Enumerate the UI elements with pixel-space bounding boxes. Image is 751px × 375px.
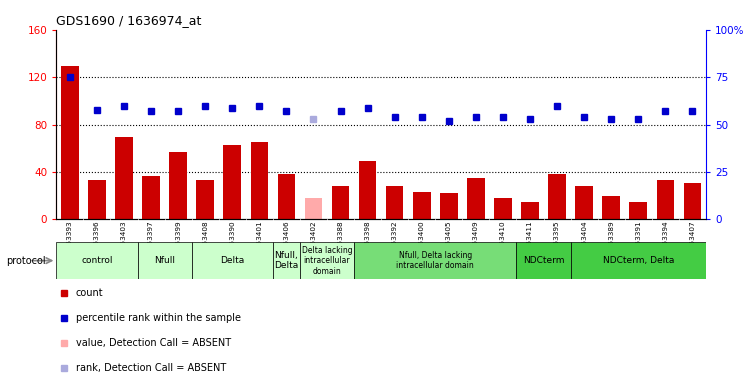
Text: GSM53409: GSM53409 xyxy=(473,220,479,260)
Bar xyxy=(56,242,137,279)
Bar xyxy=(251,142,268,219)
Bar xyxy=(278,174,295,219)
Text: GSM53404: GSM53404 xyxy=(581,220,587,260)
Text: GSM53389: GSM53389 xyxy=(608,220,614,260)
Text: value, Detection Call = ABSENT: value, Detection Call = ABSENT xyxy=(76,338,231,348)
Text: NDCterm, Delta: NDCterm, Delta xyxy=(602,256,674,265)
Bar xyxy=(571,242,706,279)
Bar xyxy=(137,242,192,279)
Text: GSM53405: GSM53405 xyxy=(446,220,452,260)
Text: GSM53396: GSM53396 xyxy=(94,220,100,260)
Text: GSM53390: GSM53390 xyxy=(229,220,235,260)
Text: GSM53410: GSM53410 xyxy=(500,220,506,260)
Bar xyxy=(521,202,538,219)
Bar xyxy=(354,242,517,279)
Bar xyxy=(656,180,674,219)
Text: GSM53393: GSM53393 xyxy=(67,220,73,260)
Text: control: control xyxy=(81,256,113,265)
Bar xyxy=(332,186,349,219)
Text: GSM53392: GSM53392 xyxy=(392,220,398,260)
Bar xyxy=(61,66,79,219)
Bar xyxy=(440,194,457,219)
Text: Nfull,
Delta: Nfull, Delta xyxy=(274,251,298,270)
Text: GSM53403: GSM53403 xyxy=(121,220,127,260)
Bar xyxy=(575,186,593,219)
Text: GSM53406: GSM53406 xyxy=(283,220,289,260)
Text: NDCterm: NDCterm xyxy=(523,256,564,265)
Text: GSM53402: GSM53402 xyxy=(310,220,316,260)
Bar xyxy=(467,178,484,219)
Text: GSM53395: GSM53395 xyxy=(554,220,560,260)
Bar xyxy=(300,242,354,279)
Bar xyxy=(548,174,566,219)
Text: GSM53400: GSM53400 xyxy=(419,220,425,260)
Bar xyxy=(629,202,647,219)
Bar xyxy=(494,198,511,219)
Bar xyxy=(602,196,620,219)
Bar xyxy=(88,180,106,219)
Text: Nfull: Nfull xyxy=(154,256,175,265)
Bar xyxy=(683,183,701,219)
Text: percentile rank within the sample: percentile rank within the sample xyxy=(76,313,241,323)
Text: GSM53411: GSM53411 xyxy=(527,220,533,260)
Text: protocol: protocol xyxy=(6,256,46,266)
Text: GSM53399: GSM53399 xyxy=(175,220,181,260)
Text: GSM53398: GSM53398 xyxy=(364,220,370,260)
Text: GSM53391: GSM53391 xyxy=(635,220,641,260)
Bar xyxy=(142,176,160,219)
Bar xyxy=(273,242,300,279)
Text: GSM53397: GSM53397 xyxy=(148,220,154,260)
Text: rank, Detection Call = ABSENT: rank, Detection Call = ABSENT xyxy=(76,363,226,374)
Text: GSM53394: GSM53394 xyxy=(662,220,668,260)
Text: Nfull, Delta lacking
intracellular domain: Nfull, Delta lacking intracellular domai… xyxy=(397,251,474,270)
Bar xyxy=(517,242,571,279)
Bar xyxy=(192,242,273,279)
Text: GDS1690 / 1636974_at: GDS1690 / 1636974_at xyxy=(56,15,202,27)
Bar xyxy=(224,145,241,219)
Bar xyxy=(305,198,322,219)
Text: Delta lacking
intracellular
domain: Delta lacking intracellular domain xyxy=(302,246,352,276)
Text: GSM53408: GSM53408 xyxy=(202,220,208,260)
Text: GSM53388: GSM53388 xyxy=(337,220,343,260)
Text: Delta: Delta xyxy=(220,256,244,265)
Text: GSM53401: GSM53401 xyxy=(256,220,262,260)
Bar xyxy=(413,192,430,219)
Text: count: count xyxy=(76,288,104,297)
Bar xyxy=(359,161,376,219)
Bar xyxy=(197,180,214,219)
Bar xyxy=(115,136,133,219)
Bar xyxy=(386,186,403,219)
Text: GSM53407: GSM53407 xyxy=(689,220,695,260)
Bar xyxy=(169,152,187,219)
